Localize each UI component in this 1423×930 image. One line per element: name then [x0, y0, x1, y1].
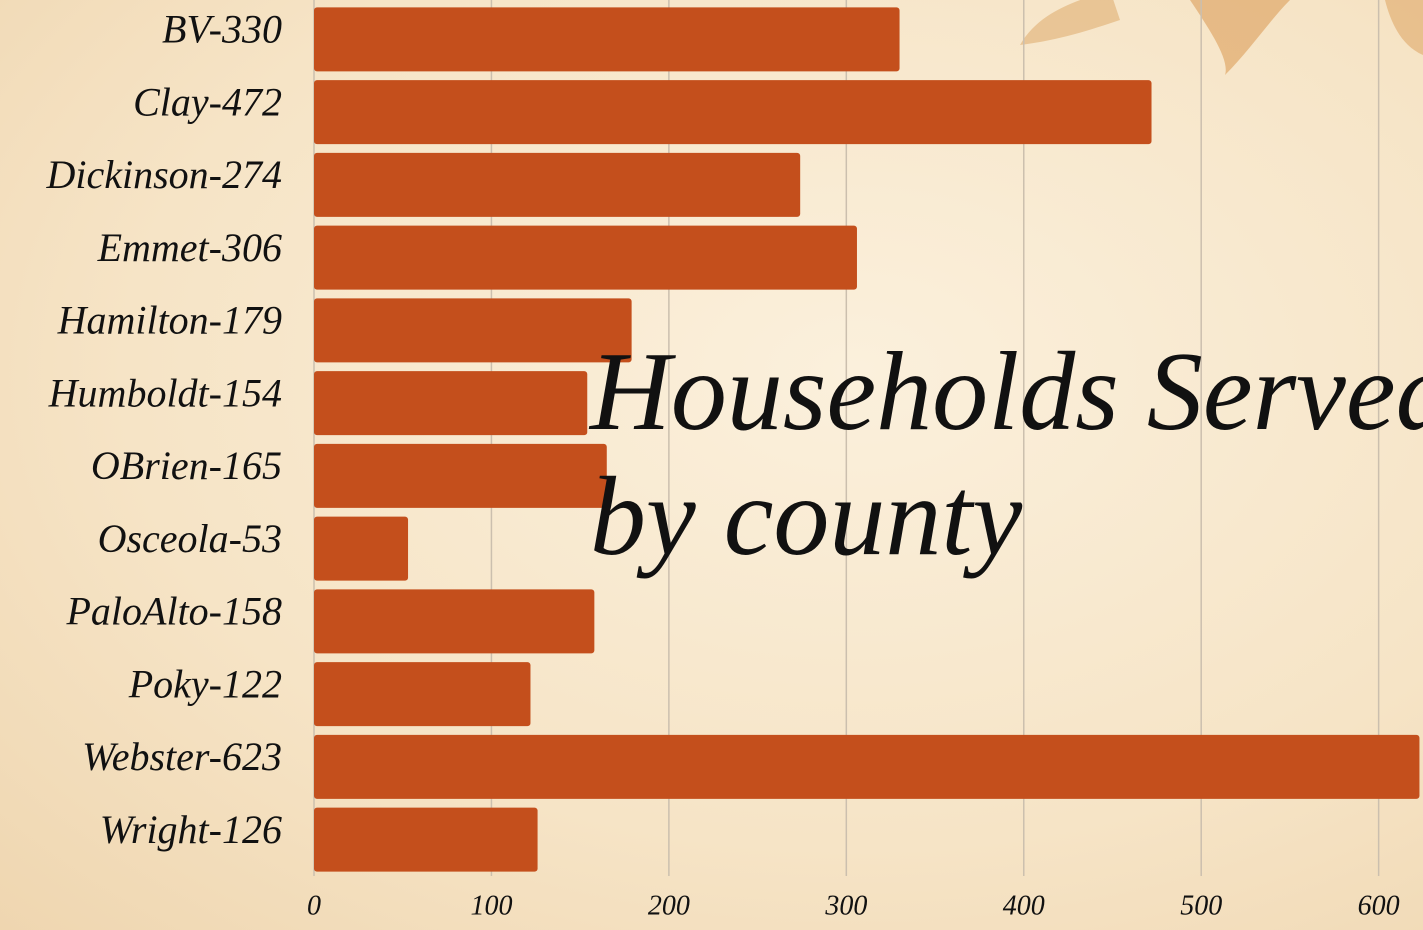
leaf-decoration — [1385, 0, 1423, 55]
y-tick-label: PaloAlto-158 — [65, 589, 282, 634]
chart-title: Households Served by county — [590, 330, 1423, 580]
y-tick-label: Osceola-53 — [98, 516, 282, 561]
y-tick-label: Webster-623 — [82, 734, 282, 779]
x-tick-label: 200 — [648, 890, 690, 921]
bar — [314, 153, 800, 217]
y-tick-label: Dickinson-274 — [45, 152, 282, 197]
bar — [314, 80, 1152, 144]
x-tick-label: 300 — [824, 890, 867, 921]
x-tick-label: 0 — [307, 890, 321, 921]
y-tick-label: OBrien-165 — [91, 443, 282, 488]
y-tick-label: Emmet-306 — [97, 225, 282, 270]
y-tick-label: Poky-122 — [128, 661, 282, 706]
y-tick-label: Humboldt-154 — [48, 370, 282, 415]
bar — [314, 226, 857, 290]
leaf-decoration — [1190, 0, 1290, 75]
bar — [314, 7, 900, 71]
bar — [314, 589, 594, 653]
chart-page: 0 100 200 300 400 500 600 BV-330 Clay-472 Dickin… — [0, 0, 1423, 930]
bar — [314, 662, 530, 726]
bar — [314, 808, 538, 872]
y-tick-label: Clay-472 — [133, 79, 282, 124]
x-tick-label: 600 — [1358, 890, 1400, 921]
y-tick-label: BV-330 — [162, 7, 282, 52]
x-tick-label: 400 — [1003, 890, 1045, 921]
bar — [314, 444, 607, 508]
bar — [314, 517, 408, 581]
y-tick-label: Wright-126 — [100, 807, 282, 852]
leaf-decoration — [1020, 0, 1120, 45]
bar — [314, 298, 632, 362]
bar — [314, 371, 587, 435]
y-tick-label: Hamilton-179 — [57, 298, 282, 343]
bar — [314, 735, 1419, 799]
x-tick-label: 100 — [470, 890, 512, 921]
x-tick-label: 500 — [1180, 890, 1222, 921]
